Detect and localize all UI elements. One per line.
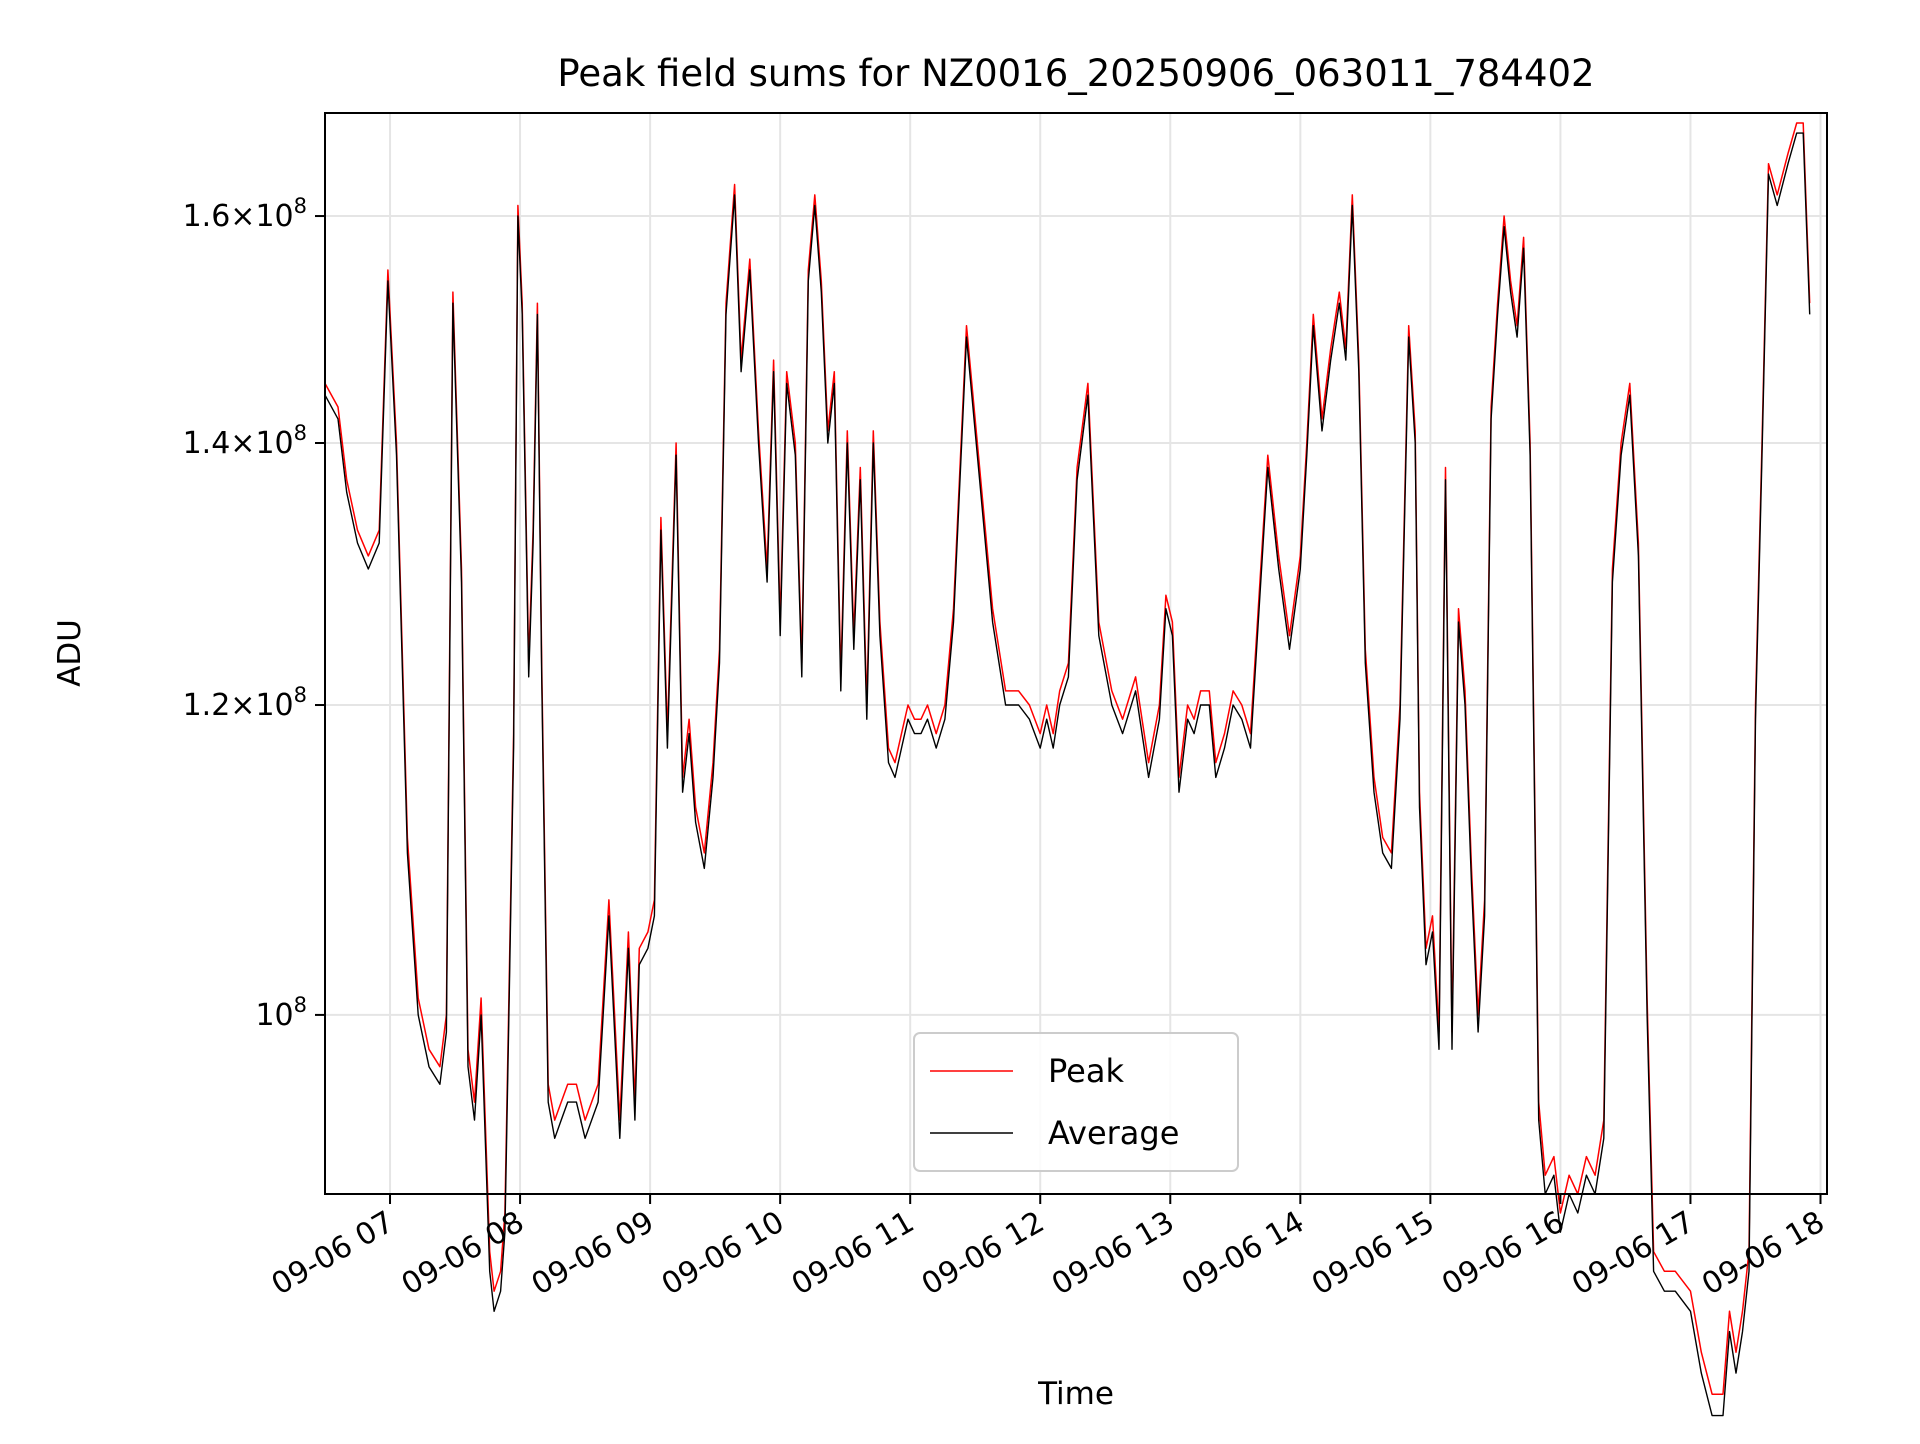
grid-lines — [325, 113, 1827, 1194]
legend-label-peak: Peak — [1048, 1052, 1124, 1090]
y-tick-exponent: 8 — [294, 194, 307, 218]
chart-title: Peak field sums for NZ0016_20250906_0630… — [557, 52, 1594, 95]
legend-box — [913, 1032, 1239, 1172]
y-tick-base: 10 — [255, 199, 293, 234]
y-tick-times: × — [230, 199, 255, 234]
y-tick-exponent: 8 — [294, 683, 307, 707]
y-tick-mantissa: 1.6 — [183, 199, 231, 234]
y-tick-label: 1.2×108 — [183, 683, 307, 723]
y-tick-label: 1.4×108 — [183, 421, 307, 461]
y-tick-base: 10 — [255, 426, 293, 461]
y-tick-label: 108 — [255, 993, 307, 1033]
series-line-average — [324, 132, 1811, 1417]
y-tick-times: × — [230, 688, 255, 723]
y-tick-label: 1.6×108 — [183, 194, 307, 234]
y-tick-exponent: 8 — [294, 421, 307, 445]
y-tick-mantissa: 1.4 — [183, 426, 231, 461]
legend-label-average: Average — [1048, 1114, 1179, 1152]
y-tick-base: 10 — [255, 688, 293, 723]
series-lines — [324, 122, 1811, 1417]
y-axis-label: ADU — [52, 619, 88, 687]
legend: Peak Average — [913, 1032, 1239, 1172]
y-tick-exponent: 8 — [294, 993, 307, 1017]
series-line-peak — [324, 122, 1811, 1395]
y-tick-times: × — [230, 426, 255, 461]
y-tick-base: 10 — [255, 998, 293, 1033]
y-tick-mantissa: 1.2 — [183, 688, 231, 723]
x-axis-label: Time — [1037, 1376, 1114, 1412]
plot-area-frame — [324, 112, 1828, 1195]
